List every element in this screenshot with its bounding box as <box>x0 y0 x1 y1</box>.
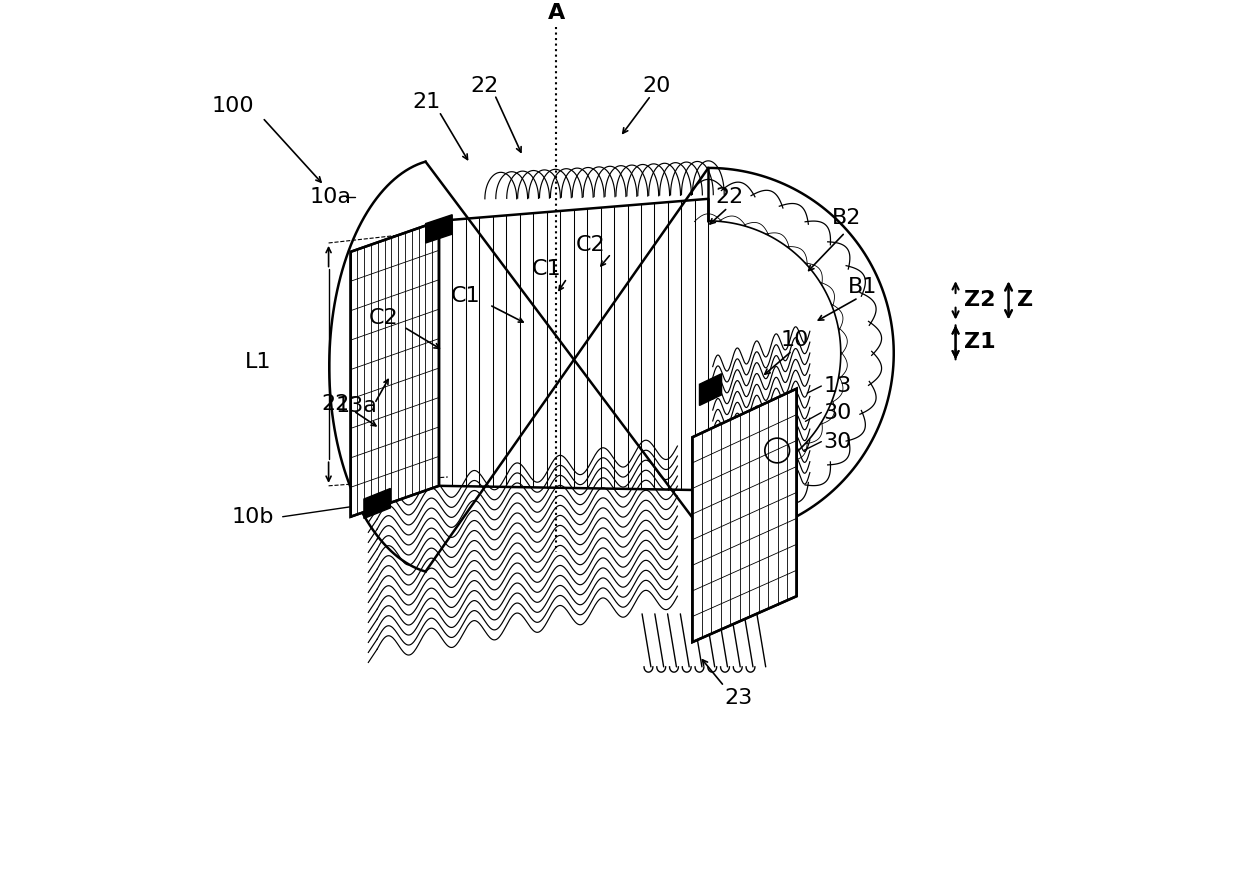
Polygon shape <box>363 488 391 518</box>
Text: 30: 30 <box>823 403 852 422</box>
Text: C2: C2 <box>368 308 398 328</box>
Text: 30: 30 <box>823 432 852 452</box>
Polygon shape <box>425 215 453 243</box>
Text: 13: 13 <box>823 376 852 396</box>
Text: C2: C2 <box>575 235 605 255</box>
Text: 22: 22 <box>321 394 350 413</box>
Text: B2: B2 <box>832 208 862 228</box>
Text: A: A <box>548 4 565 23</box>
Text: C1: C1 <box>532 260 562 279</box>
Text: 100: 100 <box>212 96 254 116</box>
Text: 13a: 13a <box>336 396 377 416</box>
Text: Z: Z <box>1017 291 1033 310</box>
Text: 10: 10 <box>781 330 808 350</box>
Text: C1: C1 <box>450 286 480 306</box>
Text: 22: 22 <box>470 76 498 96</box>
Polygon shape <box>351 220 439 517</box>
Text: 20: 20 <box>642 76 671 96</box>
Text: L1: L1 <box>244 352 272 372</box>
Text: Z2: Z2 <box>965 291 996 310</box>
Text: 23: 23 <box>724 688 753 708</box>
Polygon shape <box>692 388 796 642</box>
Text: Z1: Z1 <box>965 332 996 352</box>
Polygon shape <box>699 373 722 405</box>
Text: 10a: 10a <box>309 187 351 207</box>
Text: 22: 22 <box>715 187 744 207</box>
Text: 21: 21 <box>413 92 440 112</box>
Text: 10b: 10b <box>232 507 274 526</box>
Text: B1: B1 <box>848 277 877 297</box>
